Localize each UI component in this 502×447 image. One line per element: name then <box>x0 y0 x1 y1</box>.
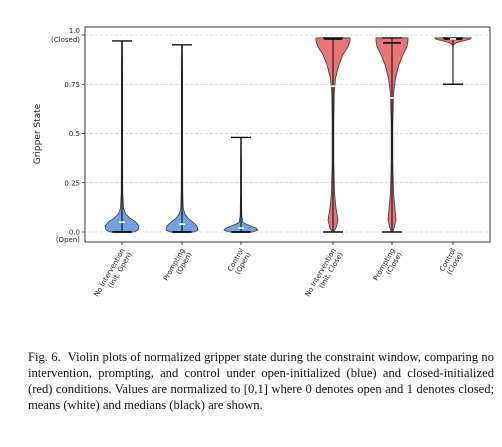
y-tick-label: 1.0 <box>69 27 80 35</box>
x-tick-label: Prompting(Close) <box>372 247 404 286</box>
violins <box>104 37 472 233</box>
x-tick-label: No Intervention(Init. Close) <box>304 247 345 302</box>
plot-area <box>84 26 491 243</box>
figure-caption: Fig. 6. Violin plots of normalized gripp… <box>28 349 494 413</box>
y-axis-label: Gripper State <box>33 103 43 164</box>
caption-label: Fig. 6. <box>28 350 61 364</box>
y-tick-label: 0.5 <box>69 130 80 138</box>
x-tick-label: Control(Close) <box>438 247 465 277</box>
y-tick-label: 0.75 <box>64 81 80 89</box>
x-axis-ticks: No Intervention(Init. Open) Prompting(Ope… <box>93 242 465 302</box>
grid-lines <box>85 34 490 233</box>
y-tick-label: 0.0 <box>69 229 80 237</box>
caption-text: Violin plots of normalized gripper state… <box>28 350 494 412</box>
y-tick-sublabel: (Closed) <box>51 36 80 44</box>
y-axis-ticks: 1.0(Closed) 0.75 0.5 0.25 0.0(Open) <box>51 27 85 244</box>
x-tick-label: Prompting(Open) <box>162 247 194 286</box>
x-tick-label: Control(Open) <box>226 247 253 277</box>
y-tick-label: 0.25 <box>64 179 80 187</box>
x-tick-label: No Intervention(Init. Open) <box>93 247 134 302</box>
violin-chart: 1.0(Closed) 0.75 0.5 0.25 0.0(Open) No Inter… <box>33 26 491 302</box>
y-tick-sublabel: (Open) <box>56 236 80 244</box>
